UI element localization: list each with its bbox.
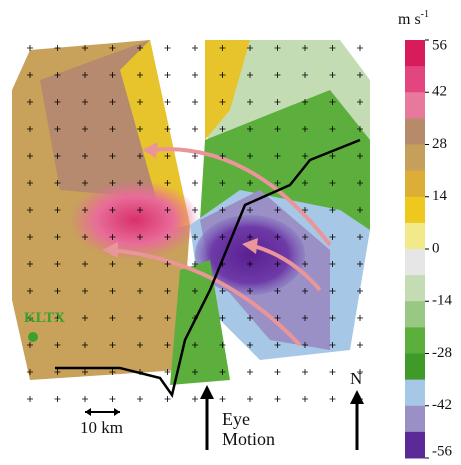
- color-band: [405, 118, 425, 145]
- cross: [302, 369, 308, 375]
- north-arrowhead: [350, 390, 364, 404]
- cross: [192, 72, 198, 78]
- cross: [165, 45, 171, 51]
- cross: [357, 315, 363, 321]
- color-band: [405, 92, 425, 119]
- cross: [330, 396, 336, 402]
- color-band: [405, 66, 425, 93]
- cross: [192, 126, 198, 132]
- color-band: [405, 327, 425, 354]
- cross: [165, 396, 171, 402]
- color-band: [405, 301, 425, 328]
- color-band: [405, 171, 425, 198]
- cross: [165, 99, 171, 105]
- tick-label: -56: [432, 443, 452, 459]
- cross: [27, 396, 33, 402]
- cross: [192, 180, 198, 186]
- cross: [192, 99, 198, 105]
- tick-label: -28: [432, 345, 452, 361]
- tick-label: -42: [432, 397, 452, 413]
- radar-label: KLTX: [24, 310, 65, 326]
- color-band: [405, 275, 425, 302]
- scale-label: 10 km: [80, 418, 123, 437]
- color-band: [405, 380, 425, 407]
- colorbar: 56 42 28 14 0 -14 -28 -42 -56: [405, 37, 452, 459]
- cross: [192, 396, 198, 402]
- cross: [137, 396, 143, 402]
- unit-exponent: -1: [421, 9, 429, 20]
- unit: m s: [398, 11, 421, 28]
- color-band: [405, 406, 425, 433]
- color-band: [405, 145, 425, 172]
- north-label: N: [350, 369, 362, 388]
- figure: KLTX 10 km EyeMotion N m s-1 56 42 28 14 0 -1…: [0, 0, 461, 465]
- cross: [275, 369, 281, 375]
- color-band: [405, 40, 425, 67]
- cross: [110, 396, 116, 402]
- unit-label: m s-1: [398, 9, 429, 28]
- cross: [247, 369, 253, 375]
- tick-label: 56: [432, 37, 448, 53]
- color-band: [405, 432, 425, 459]
- cross: [82, 396, 88, 402]
- cross: [55, 396, 61, 402]
- cross: [247, 396, 253, 402]
- tick-label: 28: [432, 136, 447, 152]
- color-band: [405, 354, 425, 381]
- cross: [302, 396, 308, 402]
- tick-label: 14: [432, 188, 448, 204]
- eye-motion-label: EyeMotion: [222, 409, 275, 449]
- cross: [357, 45, 363, 51]
- tick-label: 0: [432, 240, 440, 256]
- tick-label: 42: [432, 84, 447, 100]
- inbound-max: [70, 180, 200, 260]
- cross: [357, 342, 363, 348]
- cross: [330, 369, 336, 375]
- cross: [165, 72, 171, 78]
- radar-field: [12, 40, 370, 385]
- motion-arrowhead: [200, 385, 214, 399]
- radar-site: [28, 332, 38, 342]
- color-band: [405, 223, 425, 250]
- tick-label: -14: [432, 293, 452, 309]
- color-band: [405, 249, 425, 276]
- cross: [220, 396, 226, 402]
- cross: [275, 396, 281, 402]
- color-band: [405, 197, 425, 224]
- cross: [192, 45, 198, 51]
